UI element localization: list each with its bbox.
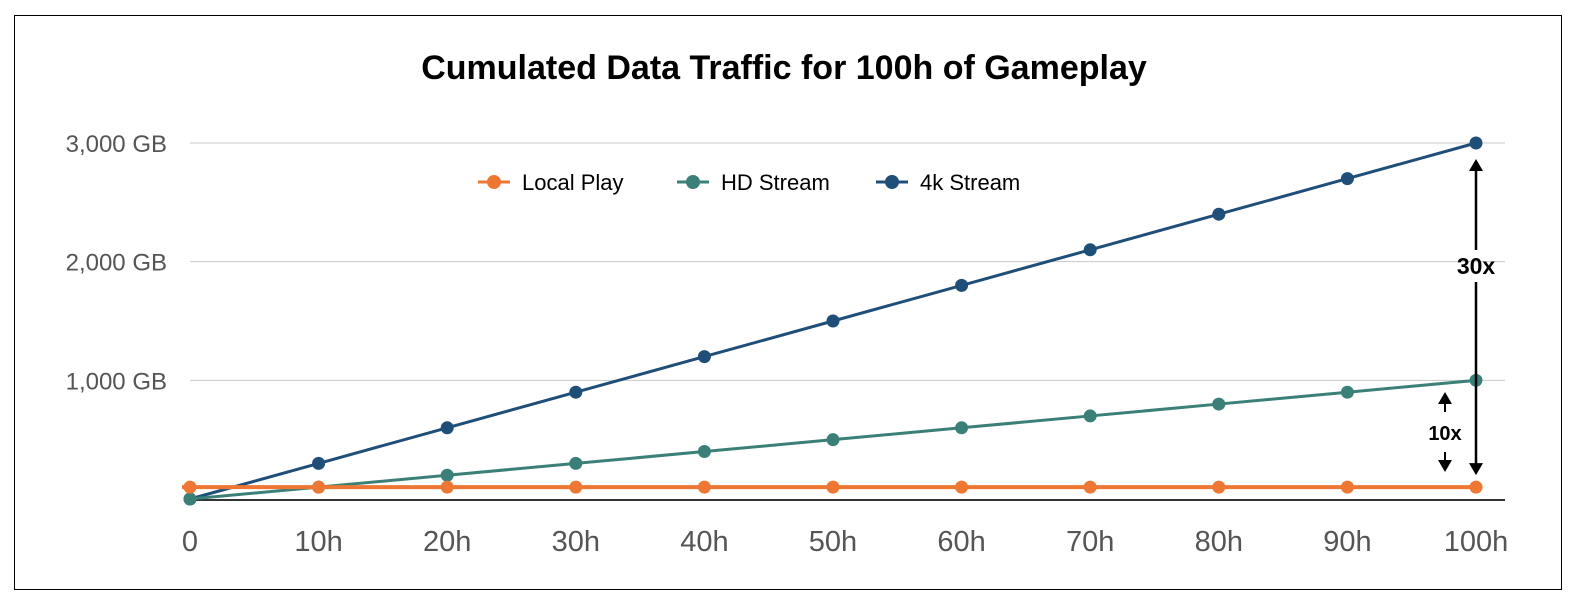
x-tick-label: 20h xyxy=(423,526,471,558)
x-tick-label: 90h xyxy=(1323,526,1371,558)
y-tick-label: 2,000 GB xyxy=(66,250,167,277)
x-tick-label: 30h xyxy=(552,526,600,558)
data-point-4k-stream xyxy=(826,314,840,328)
data-point-4k-stream xyxy=(440,421,454,435)
data-point-local-play xyxy=(183,480,197,494)
x-tick-label: 70h xyxy=(1066,526,1114,558)
y-tick-label: 1,000 GB xyxy=(66,368,167,395)
x-tick-label: 80h xyxy=(1195,526,1243,558)
legend-label: 4k Stream xyxy=(920,170,1020,195)
legend-item-hd-stream: HD Stream xyxy=(677,170,830,195)
data-point-hd-stream xyxy=(1340,385,1354,399)
data-point-hd-stream xyxy=(1212,397,1226,411)
legend-item-local-play: Local Play xyxy=(478,170,624,195)
legend-swatch-dot xyxy=(885,175,899,189)
data-point-local-play xyxy=(826,480,840,494)
data-point-local-play xyxy=(1469,480,1483,494)
y-axis-ticks: 1,000 GB 2,000 GB 3,000 GB xyxy=(66,131,167,395)
chart-frame xyxy=(14,15,1562,590)
data-point-hd-stream xyxy=(183,492,197,506)
annotations: 30x 10x xyxy=(1428,159,1496,476)
data-point-4k-stream xyxy=(1340,172,1354,186)
data-point-local-play xyxy=(955,480,969,494)
x-axis-ticks: 0 10h 20h 30h 40h 50h 60h 70h 80h 90h 100h xyxy=(182,526,1508,558)
x-tick-label: 0 xyxy=(182,526,198,558)
legend-swatch-dot xyxy=(487,175,501,189)
data-point-4k-stream xyxy=(697,350,711,364)
data-point-4k-stream xyxy=(1469,136,1483,150)
data-point-local-play xyxy=(1212,480,1226,494)
data-point-4k-stream xyxy=(569,385,583,399)
arrow-head xyxy=(1469,159,1483,171)
legend-label: HD Stream xyxy=(721,170,830,195)
data-point-local-play xyxy=(569,480,583,494)
data-point-4k-stream xyxy=(312,456,326,470)
data-point-4k-stream xyxy=(1083,243,1097,257)
data-point-4k-stream xyxy=(1212,207,1226,221)
legend-swatch-dot xyxy=(686,175,700,189)
data-point-hd-stream xyxy=(569,456,583,470)
data-point-local-play xyxy=(1340,480,1354,494)
x-tick-label: 60h xyxy=(937,526,985,558)
legend: Local Play HD Stream 4k Stream xyxy=(478,170,1020,195)
legend-item-4k-stream: 4k Stream xyxy=(876,170,1020,195)
x-tick-label: 40h xyxy=(680,526,728,558)
data-point-local-play xyxy=(697,480,711,494)
series-4k-stream xyxy=(183,136,1483,506)
annotation-10x: 10x xyxy=(1428,392,1462,472)
arrow-head xyxy=(1469,463,1483,476)
data-point-hd-stream xyxy=(440,468,454,482)
legend-label: Local Play xyxy=(522,170,624,195)
data-point-hd-stream xyxy=(697,445,711,459)
chart-title: Cumulated Data Traffic for 100h of Gamep… xyxy=(421,49,1147,87)
data-point-4k-stream xyxy=(955,278,969,292)
data-point-local-play xyxy=(1083,480,1097,494)
annotation-label: 10x xyxy=(1428,423,1461,445)
arrow-head xyxy=(1438,392,1452,404)
series-layer xyxy=(182,136,1483,506)
y-tick-label: 3,000 GB xyxy=(66,131,167,158)
arrow-head xyxy=(1438,460,1452,472)
data-point-hd-stream xyxy=(1083,409,1097,423)
data-point-hd-stream xyxy=(955,421,969,435)
x-tick-label: 10h xyxy=(294,526,342,558)
annotation-30x: 30x xyxy=(1457,159,1496,476)
x-tick-label: 100h xyxy=(1444,526,1509,558)
grid-lines xyxy=(190,142,1505,381)
data-point-local-play xyxy=(312,480,326,494)
x-tick-label: 50h xyxy=(809,526,857,558)
series-local-play xyxy=(182,480,1483,494)
data-point-hd-stream xyxy=(826,433,840,447)
annotation-label: 30x xyxy=(1457,253,1496,279)
data-point-local-play xyxy=(440,480,454,494)
